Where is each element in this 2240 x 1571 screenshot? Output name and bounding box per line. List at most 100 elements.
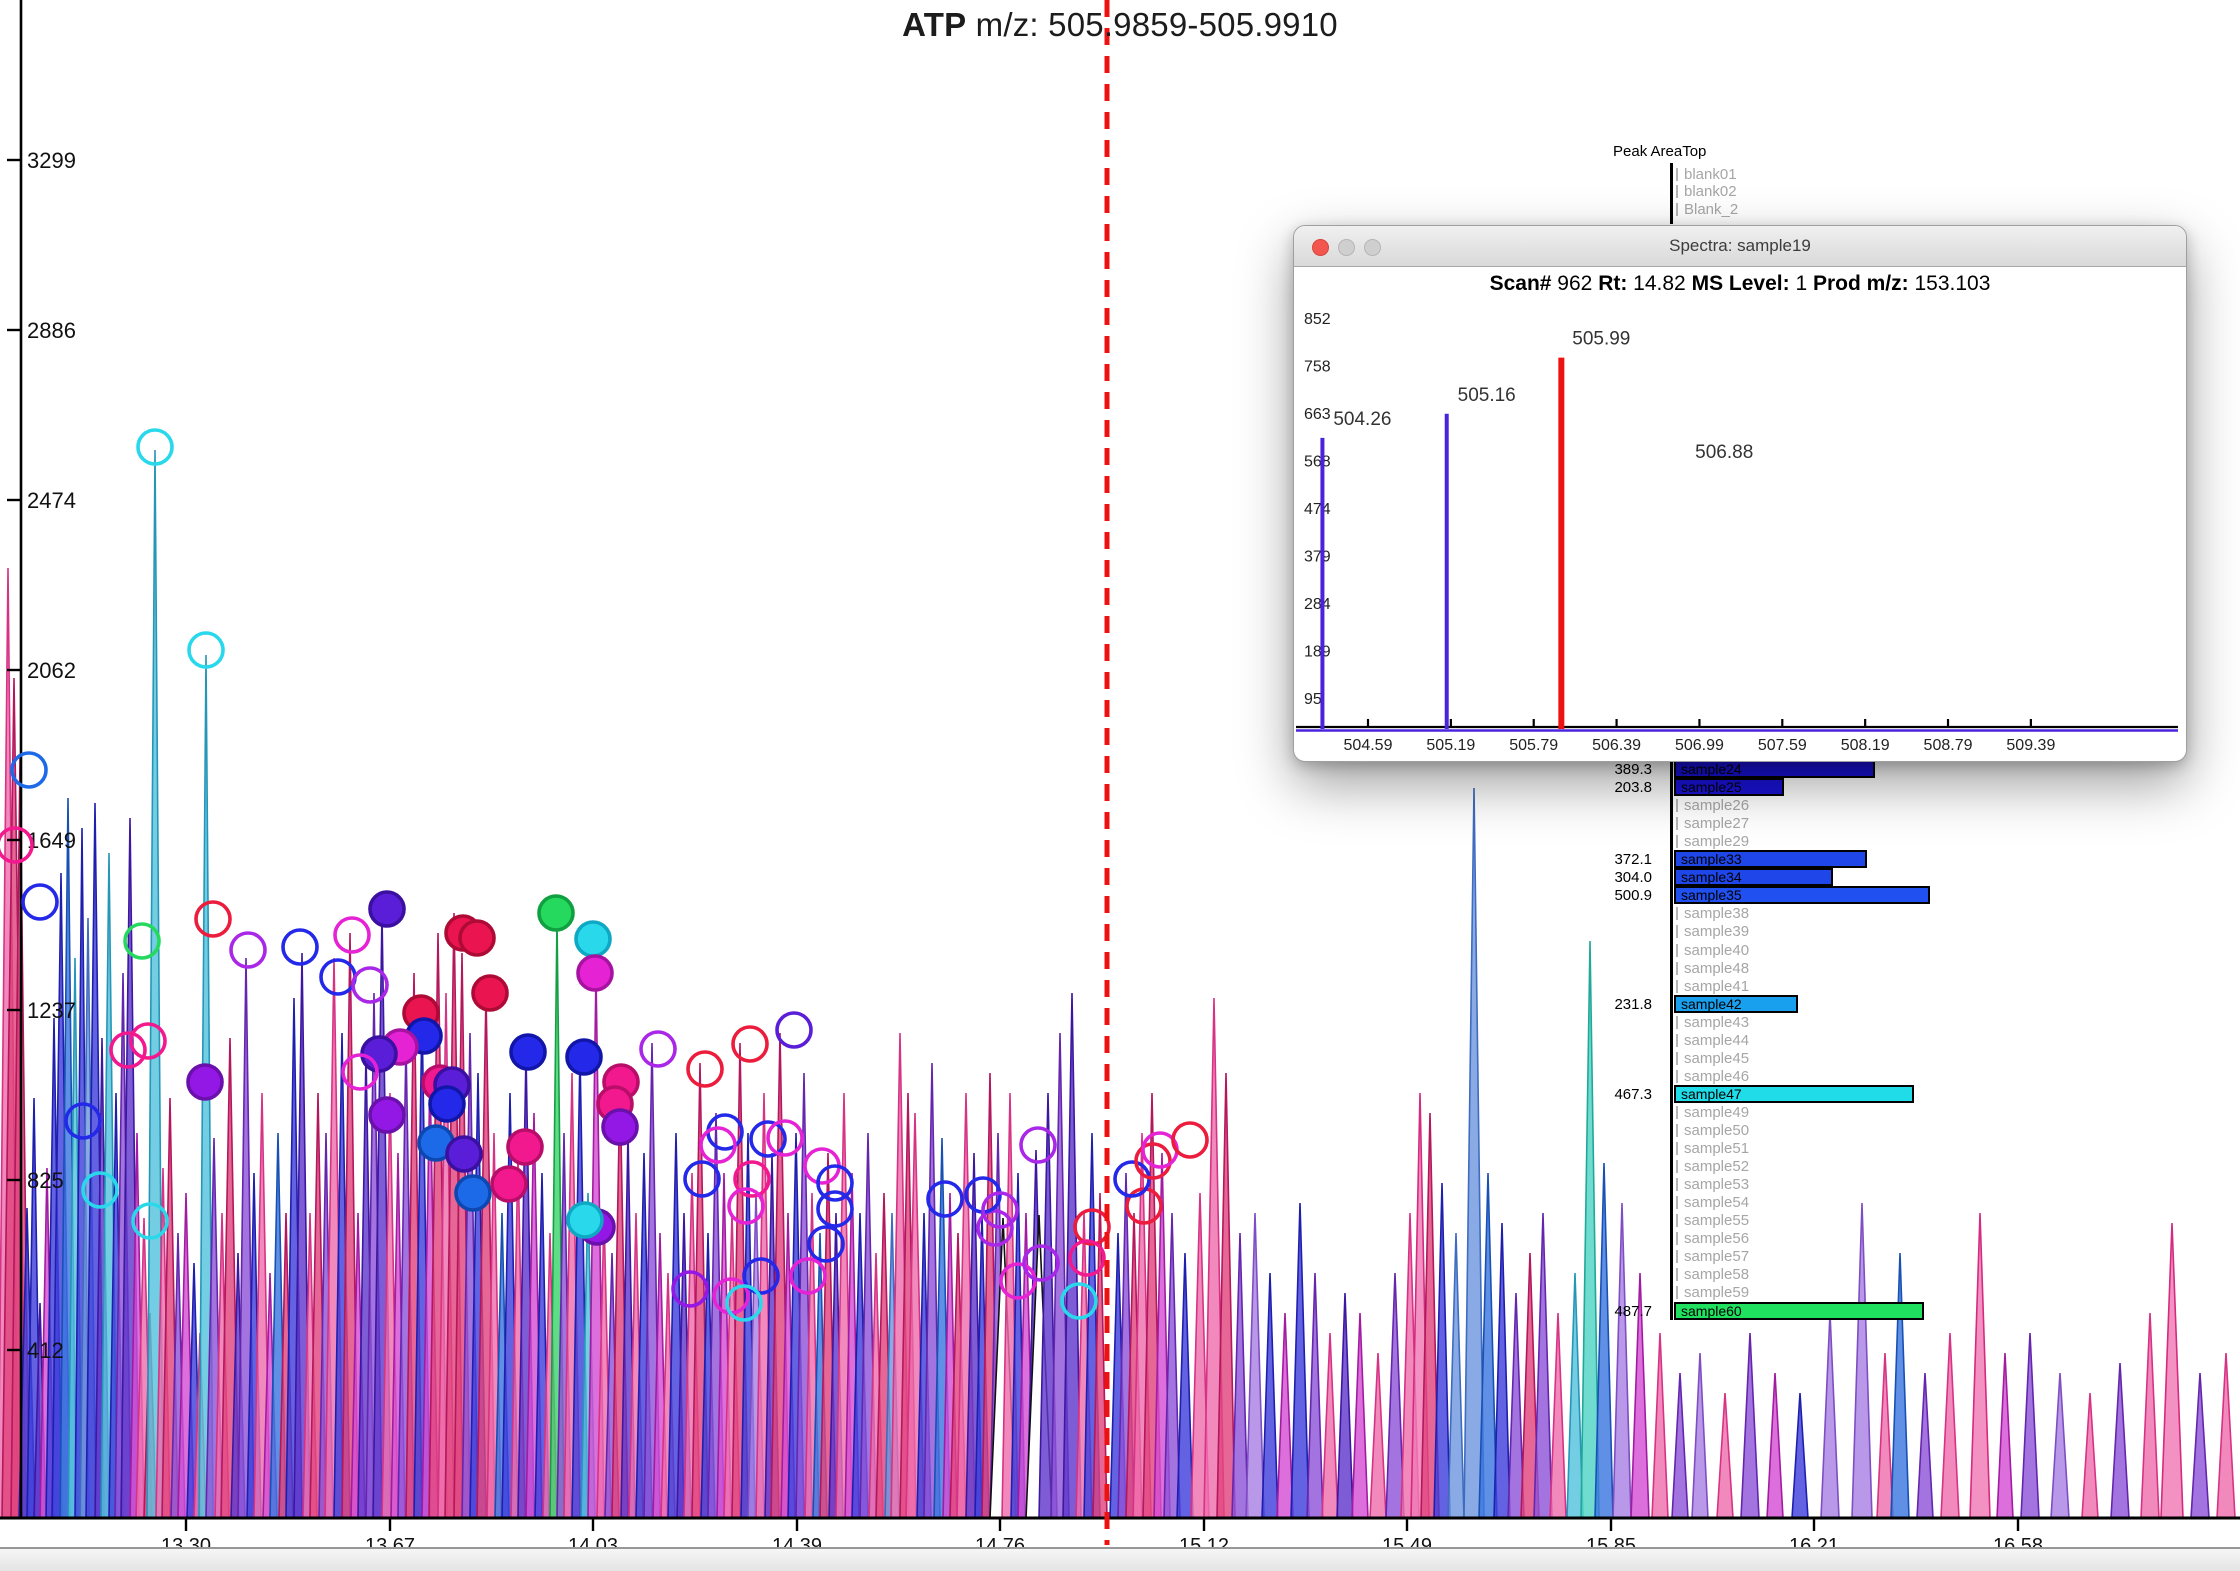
data-point-marker-filled[interactable] <box>490 1165 528 1203</box>
spectrum-x-label: 504.59 <box>1344 737 1393 754</box>
chromatogram-peak <box>1740 1332 1760 1519</box>
data-point-marker-filled[interactable] <box>566 1201 604 1239</box>
data-point-marker-open[interactable] <box>194 900 232 938</box>
data-point-marker-open[interactable] <box>976 1209 1014 1247</box>
data-point-marker-open[interactable] <box>683 1160 721 1198</box>
data-point-marker-filled[interactable] <box>454 1174 492 1212</box>
data-point-marker-open[interactable] <box>123 922 161 960</box>
spectrum-plot[interactable]: 852 758 663 568 474 379 284 189 95 504.59 505.19 50… <box>1294 268 2184 760</box>
y-axis-label: 2886 <box>27 318 76 343</box>
scan-header-field: MS Level: <box>1691 272 1790 295</box>
data-point-marker-filled[interactable] <box>368 1096 406 1134</box>
data-point-marker-open[interactable] <box>333 916 371 954</box>
data-point-marker-open[interactable] <box>136 428 174 466</box>
chromatogram-peak <box>2190 1372 2210 1519</box>
data-point-marker-filled[interactable] <box>506 1128 544 1166</box>
chromatogram-peak <box>2140 1312 2160 1519</box>
zoom-button[interactable] <box>1364 239 1381 256</box>
data-point-marker-filled[interactable] <box>368 890 406 928</box>
data-point-marker-open[interactable] <box>789 1257 827 1295</box>
data-point-marker-filled[interactable] <box>428 1085 466 1123</box>
data-point-marker-open[interactable] <box>1073 1208 1111 1246</box>
data-point-marker-open[interactable] <box>10 751 48 789</box>
chromatogram-peak <box>1820 1312 1840 1519</box>
chromatogram-peak <box>1580 940 1600 1519</box>
data-point-marker-open[interactable] <box>639 1030 677 1068</box>
data-point-marker-open[interactable] <box>731 1025 769 1063</box>
chromatogram-peak <box>1276 1312 1294 1519</box>
data-point-marker-open[interactable] <box>1171 1121 1209 1159</box>
data-point-marker-open[interactable] <box>341 1053 379 1091</box>
data-point-marker-open[interactable] <box>742 1257 780 1295</box>
mz-label: 504.26 <box>1333 409 1391 430</box>
data-point-marker-open[interactable] <box>749 1120 787 1158</box>
chromatogram-peak <box>1231 1232 1249 1519</box>
data-point-marker-open[interactable] <box>775 1011 813 1049</box>
chromatogram-peak <box>1916 1372 1934 1519</box>
spectra-window[interactable]: Spectra: sample19 Scan# 962 Rt: 14.82 MS… <box>1293 225 2187 762</box>
data-point-marker-filled[interactable] <box>509 1033 547 1071</box>
close-button[interactable] <box>1312 239 1329 256</box>
scan-header-value: 153.103 <box>1908 272 1991 295</box>
data-point-marker-filled[interactable] <box>574 920 612 958</box>
chromatogram-peak <box>1594 1162 1614 1519</box>
chromatogram-peak <box>1851 1202 1873 1519</box>
data-point-marker-filled[interactable] <box>537 894 575 932</box>
chromatogram-peak <box>1969 1212 1991 1519</box>
chromatogram-peak <box>1463 787 1485 1519</box>
data-point-marker-open[interactable] <box>129 1022 167 1060</box>
data-point-marker-filled[interactable] <box>565 1038 603 1076</box>
data-point-marker-filled[interactable] <box>471 974 509 1012</box>
data-point-marker-open[interactable] <box>807 1225 845 1263</box>
data-point-marker-filled[interactable] <box>186 1063 224 1101</box>
data-point-marker-open[interactable] <box>733 1160 771 1198</box>
data-point-marker-open[interactable] <box>81 1171 119 1209</box>
data-point-marker-filled[interactable] <box>445 1135 483 1173</box>
data-point-marker-open[interactable] <box>981 1191 1019 1229</box>
data-point-marker-open[interactable] <box>671 1270 709 1308</box>
data-point-marker-open[interactable] <box>926 1180 964 1218</box>
data-point-marker-open[interactable] <box>0 826 34 864</box>
data-point-marker-open[interactable] <box>229 931 267 969</box>
data-point-marker-open[interactable] <box>1019 1126 1057 1164</box>
window-titlebar[interactable]: Spectra: sample19 <box>1294 226 2186 267</box>
chromatogram-peak <box>1245 1212 1265 1519</box>
data-point-marker-open[interactable] <box>686 1050 724 1088</box>
data-point-marker-open[interactable] <box>131 1202 169 1240</box>
data-point-marker-open[interactable] <box>766 1119 804 1157</box>
scan-header-field: Prod m/z: <box>1812 272 1909 295</box>
data-point-marker-open[interactable] <box>1134 1142 1172 1180</box>
chromatogram-peak <box>1369 1352 1387 1519</box>
data-point-marker-open[interactable] <box>1068 1239 1106 1277</box>
spectrum-x-label: 508.79 <box>1924 737 1973 754</box>
spectrum-y-label: 852 <box>1304 311 1331 328</box>
data-point-marker-filled[interactable] <box>601 1108 639 1146</box>
data-point-marker-open[interactable] <box>1022 1244 1060 1282</box>
mz-label: 505.16 <box>1458 385 1516 406</box>
bottom-scrollbar[interactable] <box>0 1547 2240 1571</box>
data-point-marker-open[interactable] <box>706 1113 744 1151</box>
data-point-marker-open[interactable] <box>816 1164 854 1202</box>
chromatogram-peak <box>1549 1312 1567 1519</box>
chromatogram-peak <box>1447 1232 1465 1519</box>
data-point-marker-open[interactable] <box>187 631 225 669</box>
data-point-marker-open[interactable] <box>699 1126 737 1164</box>
data-point-marker-open[interactable] <box>1060 1282 1098 1320</box>
data-point-marker-open[interactable] <box>725 1284 763 1322</box>
data-point-marker-open[interactable] <box>999 1262 1037 1300</box>
data-point-marker-filled[interactable] <box>576 954 614 992</box>
data-point-marker-open[interactable] <box>1113 1160 1151 1198</box>
scan-header-value: 962 <box>1551 272 1599 295</box>
data-point-marker-filled[interactable] <box>458 919 496 957</box>
minimize-button[interactable] <box>1338 239 1355 256</box>
y-axis-label: 1237 <box>27 998 76 1023</box>
data-point-marker-open[interactable] <box>21 883 59 921</box>
y-axis-label: 1649 <box>27 828 76 853</box>
data-point-marker-open[interactable] <box>816 1190 854 1228</box>
data-point-marker-open[interactable] <box>727 1187 765 1225</box>
data-point-marker-open[interactable] <box>64 1102 102 1140</box>
data-point-marker-open[interactable] <box>109 1031 147 1069</box>
data-point-marker-open[interactable] <box>351 966 389 1004</box>
data-point-marker-filled[interactable] <box>360 1035 398 1073</box>
data-point-marker-open[interactable] <box>281 928 319 966</box>
